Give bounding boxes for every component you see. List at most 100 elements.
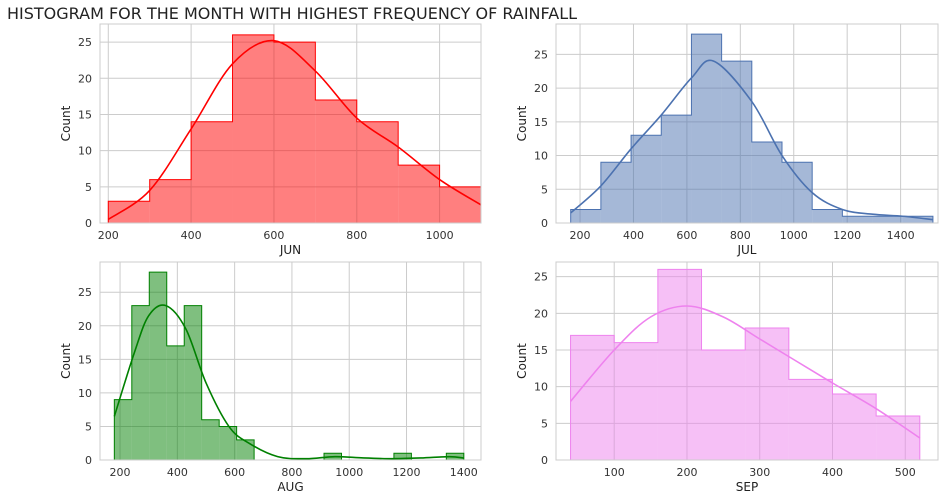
x-tick-label: 1400 <box>887 229 915 242</box>
kde-curve <box>107 39 482 221</box>
histogram-bar <box>745 328 789 460</box>
y-tick-label: 15 <box>534 116 548 129</box>
plot-frame <box>99 261 482 461</box>
histogram-outline <box>570 33 934 223</box>
histogram-bar <box>131 305 150 460</box>
histogram-bar <box>872 216 903 223</box>
y-tick-label: 5 <box>541 183 548 196</box>
y-tick-label: 15 <box>78 108 92 121</box>
kde-curve <box>569 305 921 439</box>
y-tick-label: 0 <box>85 454 92 467</box>
y-tick-label: 25 <box>534 271 548 284</box>
x-tick-label: 1000 <box>780 229 808 242</box>
kde-curve <box>570 59 934 221</box>
histogram-bar <box>315 99 357 223</box>
y-tick-label: 25 <box>534 48 548 61</box>
histogram-bar <box>691 34 722 223</box>
histogram-bar <box>570 335 615 460</box>
x-tick-label: 200 <box>676 466 697 479</box>
histogram-bar <box>721 61 752 223</box>
y-tick-label: 0 <box>85 217 92 230</box>
x-axis-label: JUL <box>736 243 756 257</box>
x-tick-label: 800 <box>281 466 302 479</box>
histogram-outline <box>570 268 921 460</box>
y-axis-label: Count <box>515 105 529 141</box>
x-tick-label: 200 <box>570 229 591 242</box>
y-tick-label: 15 <box>78 353 92 366</box>
x-tick-label: 1200 <box>833 229 861 242</box>
histogram-bar <box>232 34 274 223</box>
x-axis-label: JUN <box>279 243 301 257</box>
x-tick-label: 600 <box>224 466 245 479</box>
x-tick-label: 400 <box>623 229 644 242</box>
y-axis-label: Count <box>515 343 529 379</box>
y-tick-label: 10 <box>534 150 548 163</box>
histogram-bar <box>842 216 873 223</box>
histogram-bar <box>614 342 658 460</box>
histogram-bar <box>201 419 220 460</box>
histogram-bar <box>149 272 167 460</box>
histogram-bar <box>631 135 662 223</box>
histogram-bar <box>788 379 833 460</box>
y-tick-label: 20 <box>534 307 548 320</box>
plot-frame <box>99 23 482 224</box>
histogram-bar <box>661 115 692 223</box>
y-axis-label: Count <box>59 343 73 379</box>
y-tick-label: 25 <box>78 286 92 299</box>
histogram-panel-aug: 200 400 600 800 1000 1200 1400 0 5 10 15 20 25 AUG Cou… <box>59 261 482 494</box>
x-tick-label: 400 <box>822 466 843 479</box>
histogram-bar <box>751 142 782 223</box>
histogram-panel-jul: 200 400 600 800 1000 1200 1400 0 5 10 15 20 25 JUL Cou… <box>515 23 939 257</box>
x-tick-label: 100 <box>604 466 625 479</box>
histogram-bar <box>812 209 843 223</box>
histogram-bar <box>356 121 399 223</box>
x-tick-label: 800 <box>730 229 751 242</box>
histogram-bar <box>191 121 233 223</box>
plot-frame <box>555 23 939 224</box>
histogram-bar <box>108 201 150 223</box>
x-tick-label: 500 <box>895 466 916 479</box>
histogram-bar <box>114 399 132 460</box>
y-tick-label: 5 <box>85 420 92 433</box>
x-tick-label: 1200 <box>393 466 421 479</box>
x-tick-label: 1000 <box>426 229 454 242</box>
histogram-bar <box>570 209 601 223</box>
x-tick-label: 800 <box>346 229 367 242</box>
histogram-bar <box>273 42 316 223</box>
kde-curve <box>113 304 464 460</box>
plot-frame <box>555 261 939 461</box>
histogram-outline <box>107 34 482 223</box>
x-axis-label: AUG <box>277 480 303 494</box>
histogram-panel-sep: 100 200 300 400 500 0 5 10 15 20 25 SEP Count <box>515 261 939 494</box>
histogram-bar <box>781 162 813 223</box>
y-tick-label: 0 <box>541 454 548 467</box>
y-tick-label: 5 <box>85 181 92 194</box>
x-tick-label: 600 <box>263 229 284 242</box>
histogram-bar <box>393 453 412 460</box>
x-tick-label: 1400 <box>450 466 478 479</box>
histogram-bar <box>166 345 185 460</box>
histogram-bar <box>657 269 702 460</box>
x-tick-label: 400 <box>181 229 202 242</box>
x-tick-label: 600 <box>676 229 697 242</box>
y-tick-label: 0 <box>541 217 548 230</box>
y-tick-label: 5 <box>541 417 548 430</box>
histogram-bar <box>600 162 632 223</box>
histogram-bar <box>219 426 237 460</box>
y-tick-label: 20 <box>78 72 92 85</box>
y-tick-label: 20 <box>78 320 92 333</box>
y-tick-label: 20 <box>534 82 548 95</box>
y-tick-label: 10 <box>78 145 92 158</box>
y-axis-label: Count <box>59 105 73 141</box>
y-tick-label: 10 <box>534 381 548 394</box>
y-tick-label: 10 <box>78 387 92 400</box>
histogram-bar <box>398 165 440 223</box>
x-tick-label: 200 <box>98 229 119 242</box>
histogram-bar <box>184 305 202 460</box>
histogram-bar <box>701 350 746 460</box>
histogram-bar <box>236 439 255 460</box>
x-axis-label: SEP <box>736 480 758 494</box>
page-title: HISTOGRAM FOR THE MONTH WITH HIGHEST FRE… <box>7 4 578 23</box>
x-tick-label: 200 <box>110 466 131 479</box>
